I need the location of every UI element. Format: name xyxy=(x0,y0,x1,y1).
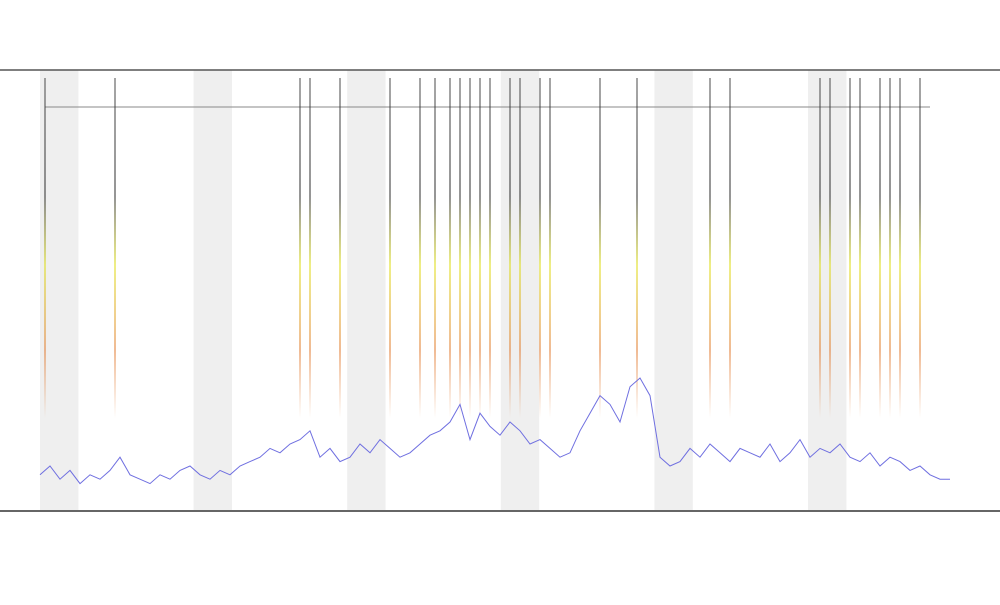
bands xyxy=(40,70,847,510)
event-mark xyxy=(469,78,471,418)
event-mark xyxy=(309,78,311,418)
event-mark xyxy=(419,78,421,418)
event-mark xyxy=(819,78,821,418)
event-mark xyxy=(829,78,831,418)
event-mark xyxy=(549,78,551,418)
band xyxy=(347,70,386,510)
band xyxy=(40,70,79,510)
event-mark xyxy=(889,78,891,418)
event-mark xyxy=(114,78,116,418)
event-mark xyxy=(899,78,901,418)
event-mark xyxy=(919,78,921,418)
event-mark xyxy=(389,78,391,418)
event-mark xyxy=(709,78,711,418)
band xyxy=(808,70,847,510)
event-mark xyxy=(434,78,436,418)
line xyxy=(39,377,950,485)
event-mark xyxy=(729,78,731,418)
event-mark xyxy=(636,78,638,418)
event-mark xyxy=(519,78,521,418)
band xyxy=(654,70,693,510)
event-mark xyxy=(849,78,851,418)
event-mark xyxy=(479,78,481,418)
event-mark xyxy=(509,78,511,418)
event-mark xyxy=(299,78,301,418)
event-mark xyxy=(599,78,601,418)
event-mark xyxy=(879,78,881,418)
event-mark xyxy=(859,78,861,418)
event-mark xyxy=(489,78,491,418)
event-mark xyxy=(459,78,461,418)
event-mark xyxy=(449,78,451,418)
event-mark xyxy=(339,78,341,418)
event-mark xyxy=(539,78,541,418)
plot xyxy=(39,78,950,485)
event-mark xyxy=(44,78,46,418)
band xyxy=(193,70,232,510)
